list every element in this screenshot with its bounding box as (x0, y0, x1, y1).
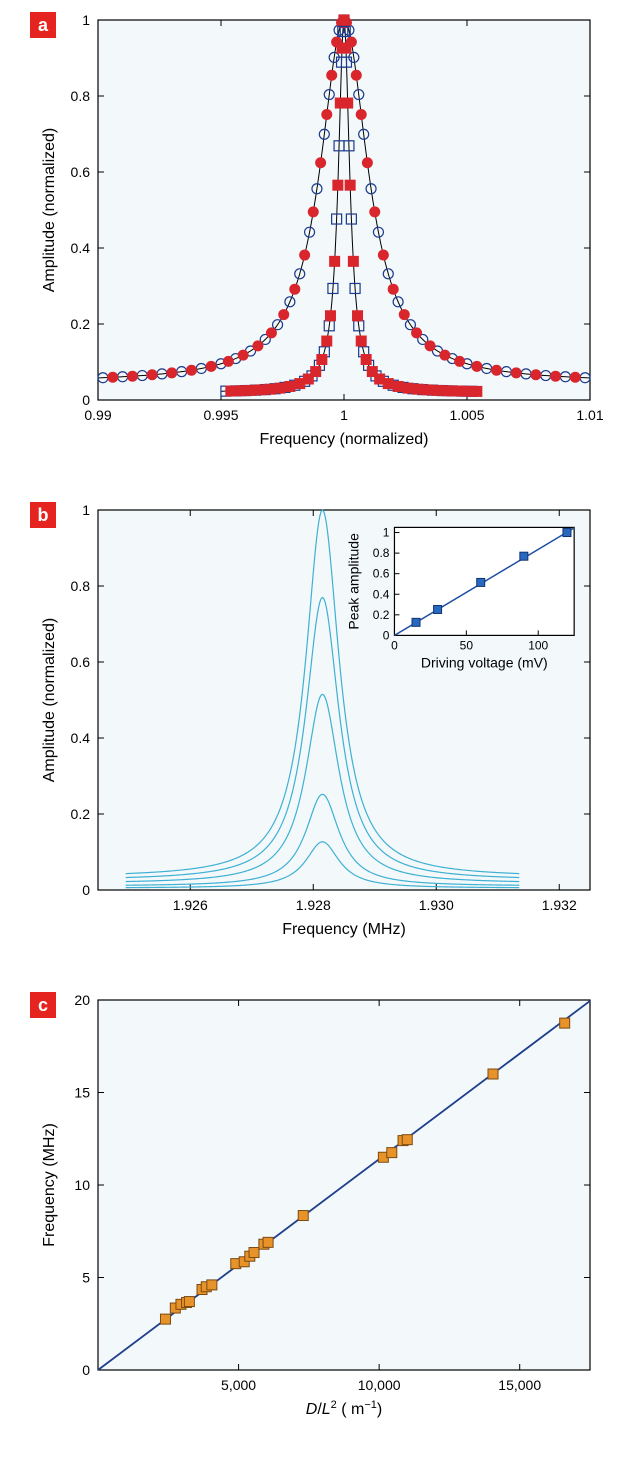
svg-text:1: 1 (340, 407, 348, 423)
svg-text:1: 1 (383, 526, 390, 540)
svg-text:D/L2 ( m−1): D/L2 ( m−1) (306, 1399, 382, 1418)
svg-text:1: 1 (82, 502, 90, 518)
svg-text:1.01: 1.01 (576, 407, 603, 423)
svg-text:0: 0 (82, 882, 90, 898)
svg-text:Frequency (MHz): Frequency (MHz) (41, 1123, 58, 1247)
svg-text:15,000: 15,000 (498, 1377, 541, 1393)
svg-text:20: 20 (74, 992, 90, 1008)
svg-text:1.932: 1.932 (542, 897, 577, 913)
svg-text:1: 1 (82, 12, 90, 28)
figure: a 0.99 0.995 1 1.005 1.01 0 0.2 0.4 0.6 0.8 1 Frequ… (0, 0, 619, 1463)
svg-text:0.995: 0.995 (203, 407, 238, 423)
panel-c-chart: 5,00010,00015,00005101520D/L² ( m⁻¹)Freq… (0, 980, 619, 1460)
svg-text:Frequency (MHz): Frequency (MHz) (282, 921, 406, 938)
svg-text:5,000: 5,000 (221, 1377, 256, 1393)
svg-text:50: 50 (460, 638, 474, 652)
svg-text:0.6: 0.6 (373, 567, 390, 581)
svg-text:15: 15 (74, 1085, 90, 1101)
svg-text:1.930: 1.930 (419, 897, 454, 913)
panel-a-chart: 0.99 0.995 1 1.005 1.01 0 0.2 0.4 0.6 0.8 1 Frequen… (0, 0, 619, 490)
svg-text:0.2: 0.2 (373, 608, 390, 622)
svg-text:0: 0 (82, 392, 90, 408)
svg-text:0.8: 0.8 (373, 546, 390, 560)
svg-text:0.4: 0.4 (71, 240, 91, 256)
svg-text:0: 0 (391, 638, 398, 652)
svg-text:0.6: 0.6 (71, 654, 91, 670)
svg-text:0.8: 0.8 (71, 578, 91, 594)
panel-b-label: b (30, 502, 56, 528)
panel-c: c 5,00010,00015,00005101520D/L² ( m⁻¹)Fr… (0, 980, 619, 1460)
svg-text:0: 0 (82, 1362, 90, 1378)
panel-a-label: a (30, 12, 56, 38)
svg-text:5: 5 (82, 1270, 90, 1286)
svg-text:Driving voltage (mV): Driving voltage (mV) (421, 654, 548, 670)
svg-text:1.005: 1.005 (449, 407, 484, 423)
svg-text:Peak amplitude: Peak amplitude (345, 533, 361, 630)
svg-text:100: 100 (528, 638, 548, 652)
svg-text:Amplitude (normalized): Amplitude (normalized) (41, 618, 58, 783)
svg-text:0.6: 0.6 (71, 164, 91, 180)
panel-a: a 0.99 0.995 1 1.005 1.01 0 0.2 0.4 0.6 0.8 1 Frequ… (0, 0, 619, 490)
panel-c-label: c (30, 992, 56, 1018)
svg-text:0: 0 (383, 628, 390, 642)
svg-text:0.2: 0.2 (71, 806, 91, 822)
svg-text:0.4: 0.4 (373, 587, 390, 601)
svg-text:0.4: 0.4 (71, 730, 91, 746)
panel-b-chart: 1.926 1.928 1.930 1.932 0 0.2 0.4 0.6 0.8 1 Freque… (0, 490, 619, 980)
svg-text:Frequency (normalized): Frequency (normalized) (260, 431, 429, 448)
svg-text:10: 10 (74, 1177, 90, 1193)
svg-text:0.8: 0.8 (71, 88, 91, 104)
svg-text:0.99: 0.99 (84, 407, 111, 423)
svg-text:1.928: 1.928 (296, 897, 331, 913)
svg-text:1.926: 1.926 (173, 897, 208, 913)
svg-text:10,000: 10,000 (358, 1377, 401, 1393)
svg-text:0.2: 0.2 (71, 316, 91, 332)
panel-b: b 1.926 1.928 1.930 1.932 0 0.2 0.4 0.6 0.8 1 Freq… (0, 490, 619, 980)
svg-text:Amplitude (normalized): Amplitude (normalized) (41, 128, 58, 293)
